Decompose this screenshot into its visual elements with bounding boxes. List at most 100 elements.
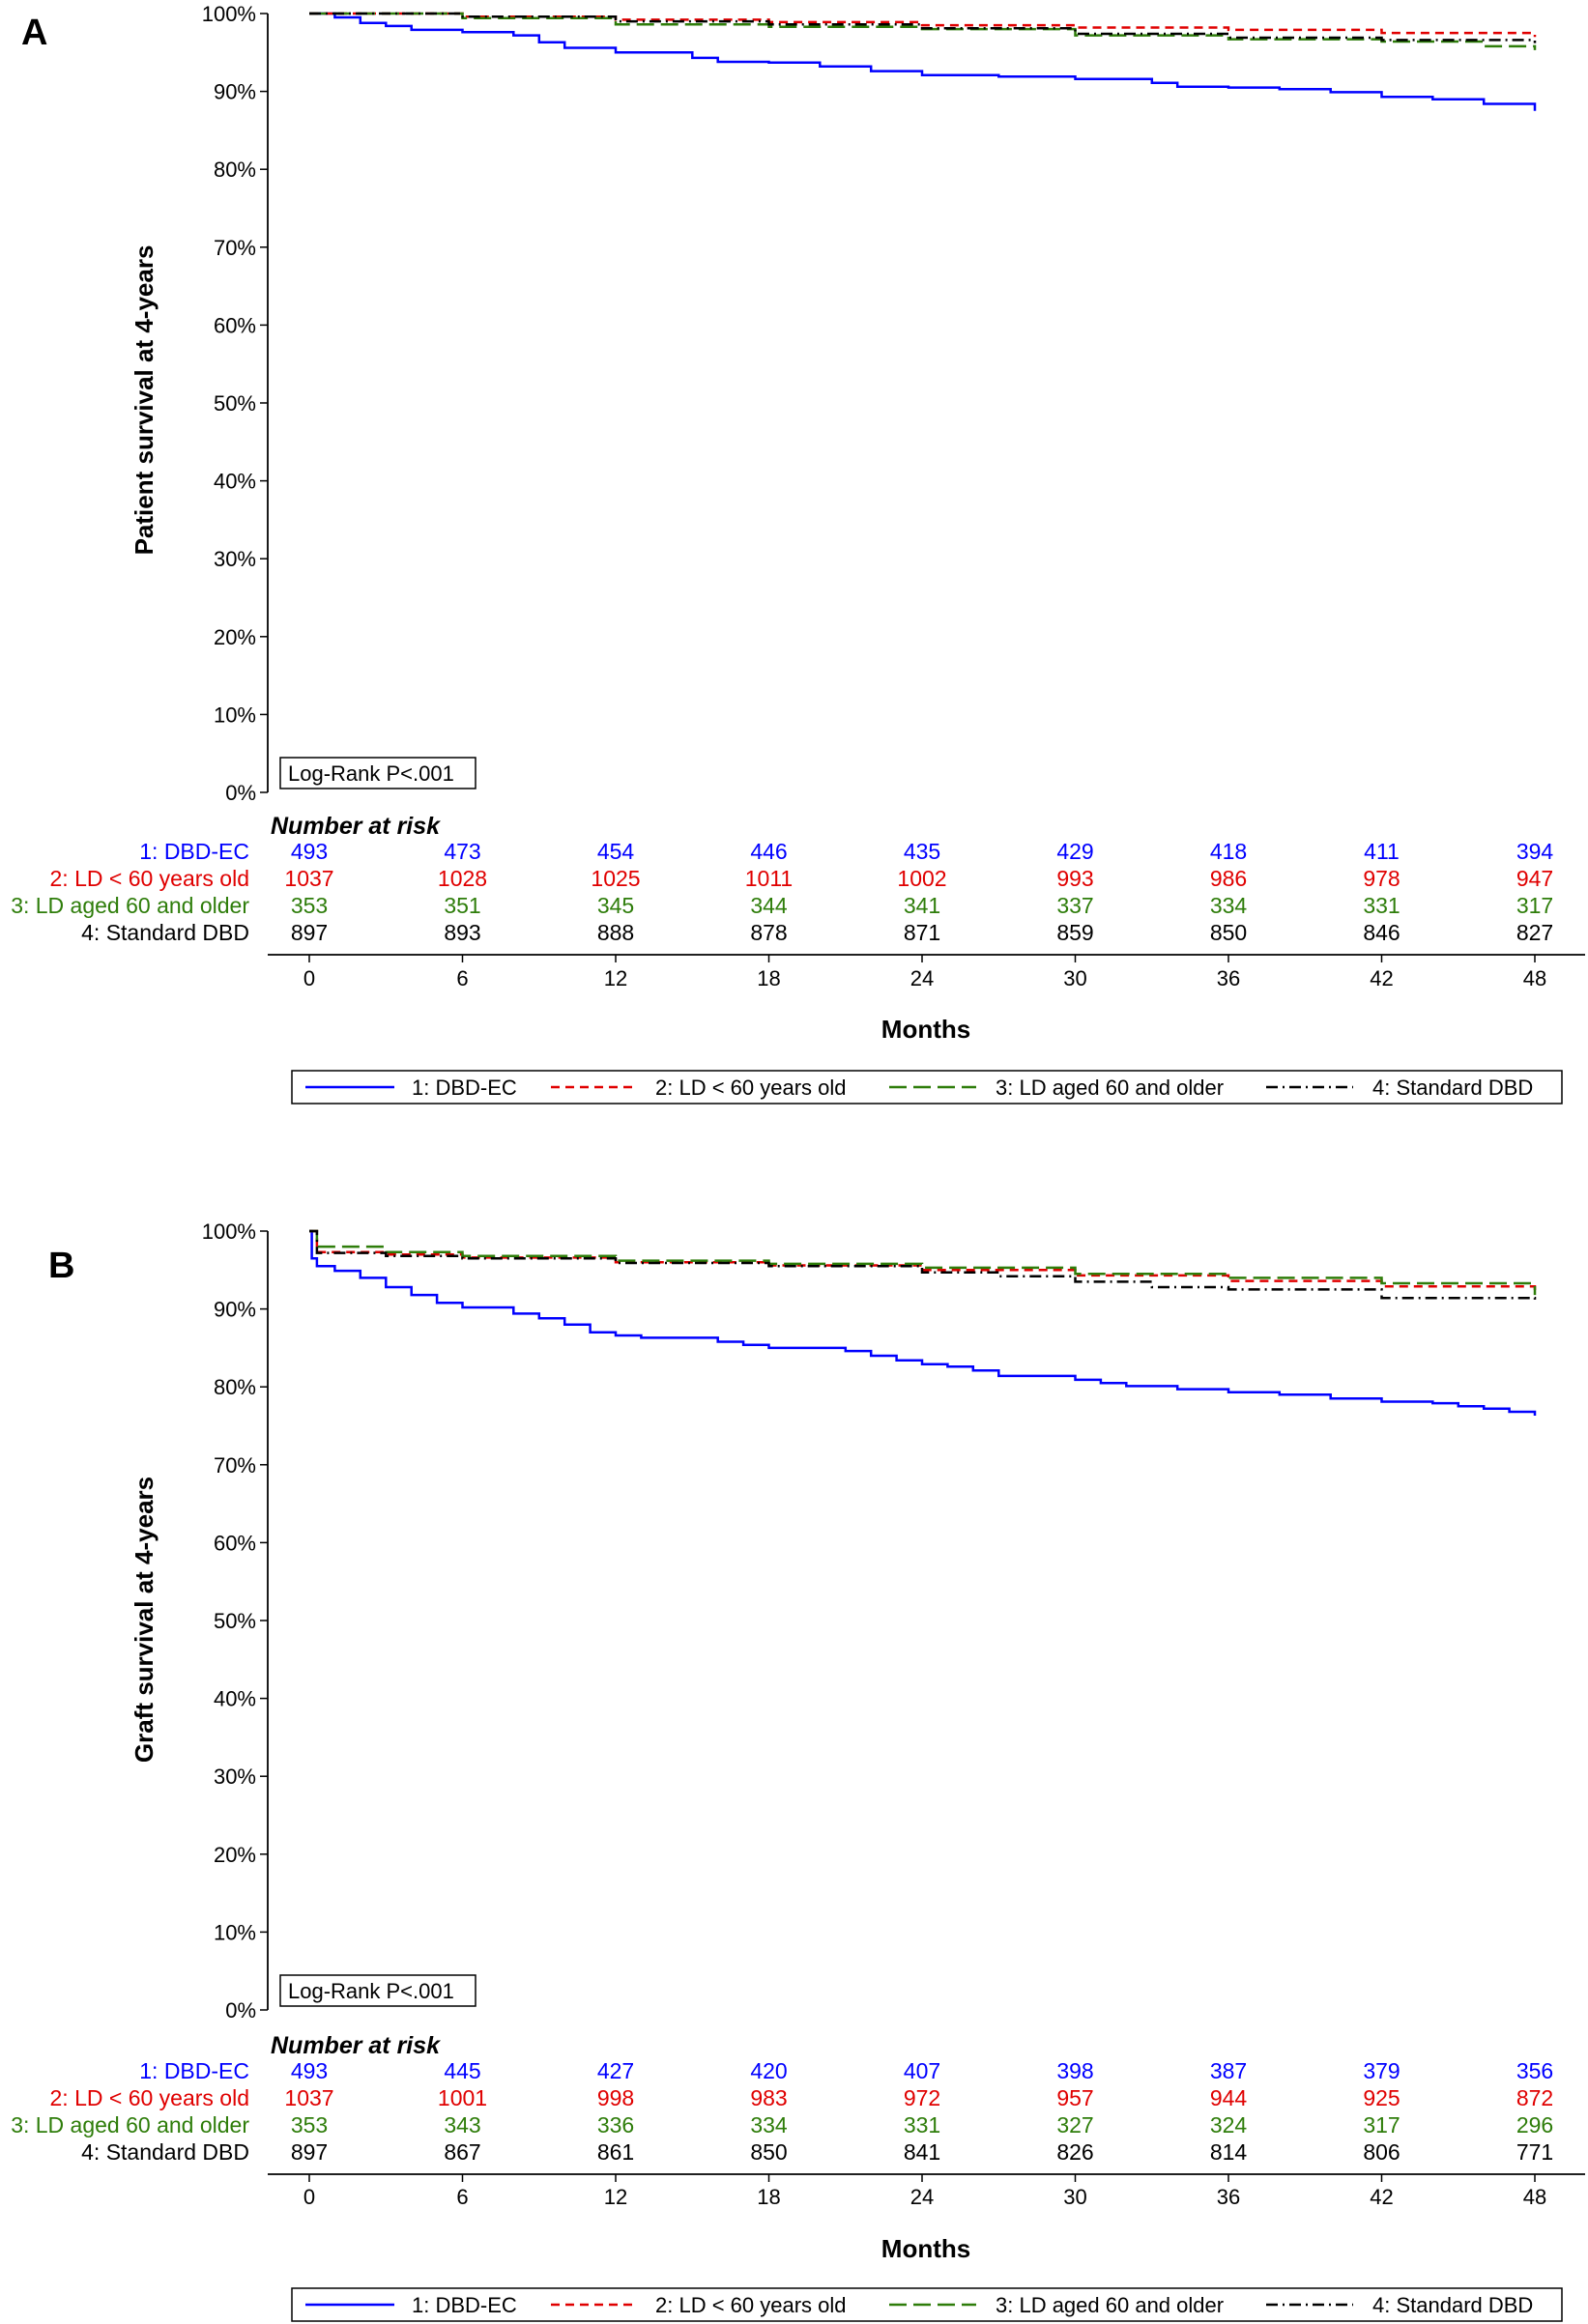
y-tick-label: 60%: [214, 313, 256, 337]
risk-value: 407: [904, 2058, 940, 2083]
risk-value: 993: [1056, 866, 1093, 891]
risk-value: 344: [750, 893, 788, 918]
x-tick-label: 24: [910, 2185, 934, 2209]
legend-label: 2: LD < 60 years old: [655, 1076, 847, 1100]
panel-letter: B: [48, 1246, 74, 1286]
risk-value: 925: [1363, 2085, 1400, 2110]
x-tick-label: 6: [456, 966, 468, 990]
risk-value: 331: [1363, 893, 1400, 918]
risk-value: 972: [904, 2085, 940, 2110]
risk-value: 846: [1363, 920, 1400, 945]
y-tick-label: 70%: [214, 1453, 256, 1478]
legend-item: 1: DBD-EC: [305, 1076, 517, 1100]
y-tick-label: 30%: [214, 547, 256, 571]
y-tick-label: 90%: [214, 1298, 256, 1322]
x-axis-label: Months: [881, 2234, 970, 2263]
legend-label: 4: Standard DBD: [1372, 2293, 1533, 2317]
risk-value: 947: [1516, 866, 1553, 891]
legend-label: 1: DBD-EC: [412, 1076, 517, 1100]
risk-value: 317: [1363, 2112, 1400, 2138]
risk-value: 1001: [438, 2085, 487, 2110]
legend-label: 4: Standard DBD: [1372, 1076, 1533, 1100]
legend-label: 2: LD < 60 years old: [655, 2293, 847, 2317]
risk-value: 353: [291, 2112, 328, 2138]
x-tick-label: 12: [604, 966, 627, 990]
y-tick-label: 20%: [214, 625, 256, 649]
risk-value: 327: [1056, 2112, 1093, 2138]
x-tick-label: 0: [303, 2185, 315, 2209]
x-tick-label: 42: [1370, 966, 1393, 990]
logrank-annotation: Log-Rank P<.001: [288, 1979, 454, 2003]
risk-value: 337: [1056, 893, 1093, 918]
x-tick-label: 48: [1523, 2185, 1546, 2209]
risk-value: 888: [597, 920, 634, 945]
x-tick-label: 42: [1370, 2185, 1393, 2209]
legend-item: 3: LD aged 60 and older: [889, 1076, 1224, 1100]
y-axis-label: Patient survival at 4-years: [130, 245, 159, 556]
y-tick-label: 10%: [214, 703, 256, 727]
risk-value: 867: [444, 2139, 480, 2165]
risk-row-label: 3: LD aged 60 and older: [11, 893, 249, 918]
x-tick-label: 30: [1063, 2185, 1086, 2209]
y-tick-label: 10%: [214, 1920, 256, 1944]
risk-value: 983: [750, 2085, 787, 2110]
x-tick-label: 36: [1217, 966, 1240, 990]
x-tick-label: 48: [1523, 966, 1546, 990]
risk-value: 398: [1056, 2058, 1093, 2083]
risk-value: 841: [904, 2139, 940, 2165]
risk-row-label: 1: DBD-EC: [139, 2058, 249, 2083]
risk-value: 345: [597, 893, 634, 918]
risk-table-title: Number at risk: [271, 2032, 441, 2059]
y-tick-label: 100%: [202, 2, 256, 26]
x-tick-label: 12: [604, 2185, 627, 2209]
risk-value: 1037: [284, 2085, 333, 2110]
risk-value: 427: [597, 2058, 634, 2083]
y-tick-label: 80%: [214, 1375, 256, 1399]
risk-value: 420: [750, 2058, 787, 2083]
risk-value: 334: [750, 2112, 788, 2138]
series-line-4: [309, 12, 1537, 43]
risk-value: 418: [1210, 839, 1247, 864]
legend-label: 3: LD aged 60 and older: [996, 1076, 1224, 1100]
y-axis-label: Graft survival at 4-years: [130, 1477, 159, 1763]
risk-value: 944: [1210, 2085, 1248, 2110]
risk-value: 429: [1056, 839, 1093, 864]
risk-value: 871: [904, 920, 940, 945]
legend-label: 3: LD aged 60 and older: [996, 2293, 1224, 2317]
risk-value: 826: [1056, 2139, 1093, 2165]
panel-letter: A: [21, 13, 47, 53]
risk-value: 353: [291, 893, 328, 918]
risk-value: 878: [750, 920, 787, 945]
risk-value: 356: [1516, 2058, 1553, 2083]
risk-value: 957: [1056, 2085, 1093, 2110]
logrank-annotation: Log-Rank P<.001: [288, 761, 454, 786]
risk-value: 978: [1363, 866, 1400, 891]
risk-value: 850: [750, 2139, 787, 2165]
x-axis-label: Months: [881, 1015, 970, 1044]
risk-value: 897: [291, 920, 328, 945]
x-tick-label: 6: [456, 2185, 468, 2209]
x-tick-label: 18: [757, 2185, 780, 2209]
logrank-box: [279, 757, 476, 789]
series-line-2: [309, 1229, 1537, 1294]
risk-value: 351: [444, 893, 480, 918]
series-line-3: [309, 12, 1537, 50]
risk-row-label: 1: DBD-EC: [139, 839, 249, 864]
risk-value: 394: [1516, 839, 1554, 864]
risk-value: 334: [1210, 893, 1248, 918]
risk-table-title: Number at risk: [271, 813, 441, 840]
risk-value: 331: [904, 2112, 940, 2138]
y-tick-label: 0%: [225, 781, 256, 805]
panel-a: A Patient survival at 4-years Months Log…: [11, 2, 1585, 1105]
risk-row-label: 3: LD aged 60 and older: [11, 2112, 249, 2138]
risk-value: 296: [1516, 2112, 1553, 2138]
risk-value: 771: [1516, 2139, 1553, 2165]
risk-value: 893: [444, 920, 480, 945]
risk-value: 341: [904, 893, 940, 918]
risk-value: 336: [597, 2112, 634, 2138]
risk-value: 387: [1210, 2058, 1247, 2083]
risk-value: 850: [1210, 920, 1247, 945]
risk-value: 814: [1210, 2139, 1248, 2165]
legend-item: 4: Standard DBD: [1266, 1076, 1533, 1100]
risk-value: 827: [1516, 920, 1553, 945]
